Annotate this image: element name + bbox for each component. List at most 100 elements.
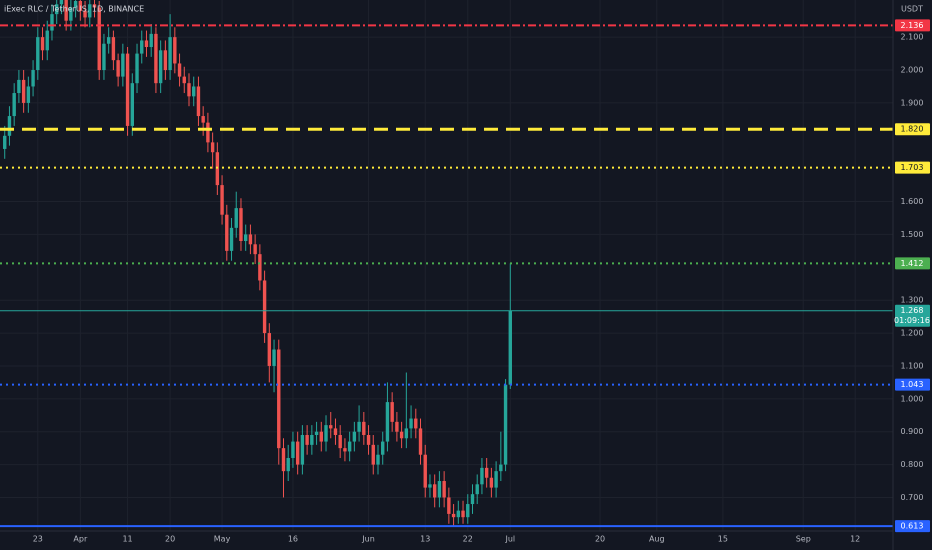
- candle-body: [135, 53, 139, 84]
- candle-body: [140, 40, 144, 54]
- candle-body: [314, 431, 319, 435]
- candle-body: [7, 116, 12, 136]
- candle-body: [376, 454, 380, 465]
- x-tick-label: Apr: [73, 535, 88, 544]
- candle-body: [286, 458, 290, 472]
- candle-body: [187, 83, 191, 97]
- level-label: 0.613: [901, 522, 924, 531]
- candle-body: [225, 214, 229, 251]
- x-tick-label: Jul: [504, 535, 515, 544]
- candle-body: [163, 50, 168, 71]
- candle-body: [26, 86, 31, 103]
- y-tick-label: 1.900: [901, 98, 924, 107]
- candle-body: [395, 421, 399, 432]
- x-tick-label: 20: [595, 535, 605, 544]
- x-tick-label: 20: [165, 535, 175, 544]
- x-tick-label: 11: [122, 535, 132, 544]
- level-label: 1.703: [901, 163, 924, 172]
- x-tick-label: 16: [288, 535, 298, 544]
- y-tick-label: 0.700: [901, 493, 924, 502]
- countdown: 01:09:16: [894, 316, 930, 325]
- candle-body: [196, 86, 201, 117]
- candle-body: [277, 349, 281, 449]
- candle-body: [366, 434, 371, 445]
- candle-body: [144, 40, 149, 48]
- y-unit: USDT: [901, 5, 923, 14]
- candle-body: [78, 0, 83, 11]
- candle-body: [404, 428, 409, 439]
- candle-body: [149, 33, 153, 48]
- candle-body: [499, 464, 503, 472]
- candle-body: [480, 467, 484, 485]
- candle-body: [201, 116, 205, 123]
- candle-body: [338, 434, 342, 449]
- candle-body: [258, 254, 262, 281]
- level-label: 1.412: [901, 259, 924, 268]
- candle-body: [239, 208, 243, 242]
- candle-body: [409, 418, 413, 429]
- y-tick-label: 1.200: [901, 329, 924, 338]
- candle-body: [192, 86, 196, 97]
- candles: [3, 0, 512, 527]
- candle-body: [466, 504, 470, 518]
- candle-body: [414, 418, 418, 429]
- candle-body: [447, 497, 451, 514]
- candle-body: [362, 421, 366, 435]
- candle-body: [423, 454, 427, 488]
- x-tick-label: 12: [850, 535, 860, 544]
- candle-body: [106, 37, 111, 44]
- candle-body: [69, 7, 73, 21]
- x-tick-label: Jun: [361, 535, 375, 544]
- candle-body: [503, 384, 508, 465]
- candle-body: [12, 93, 16, 117]
- candle-body: [352, 431, 357, 442]
- level-tag: [895, 378, 930, 391]
- candle-body: [210, 142, 215, 153]
- level-label: 1.820: [901, 125, 924, 134]
- candle-body: [243, 234, 248, 242]
- candle-body: [220, 185, 224, 215]
- candle-body: [154, 33, 158, 84]
- chart-title: iExec RLC / TetherUS, 1D, BINANCE: [4, 5, 144, 14]
- candle-body: [248, 234, 253, 245]
- level-tag: [895, 19, 930, 32]
- level-label: 2.136: [901, 21, 924, 30]
- candle-body: [442, 481, 446, 498]
- candle-body: [418, 428, 423, 455]
- candle-body: [470, 494, 475, 505]
- candle-body: [432, 484, 437, 498]
- candle-body: [206, 122, 210, 143]
- candle-body: [381, 441, 385, 455]
- candle-body: [17, 79, 21, 94]
- last-price-tag: [895, 304, 930, 327]
- candle-body: [399, 431, 404, 439]
- candle-body: [173, 37, 177, 64]
- candle-body: [475, 484, 479, 495]
- candle-body: [59, 0, 64, 5]
- y-tick-label: 1.000: [901, 394, 924, 403]
- candle-body: [437, 481, 442, 498]
- x-tick-label: 13: [420, 535, 430, 544]
- levels: 2.136 1.820 1.703 1.412 1.043 0.613 1.26801:09…: [0, 19, 930, 533]
- candle-body: [291, 441, 295, 459]
- x-tick-label: 23: [33, 535, 43, 544]
- candle-body: [253, 244, 257, 255]
- y-tick-label: 1.500: [901, 230, 924, 239]
- candle-body: [36, 37, 40, 71]
- level-tag: [895, 520, 930, 533]
- y-tick-label: 2.100: [901, 33, 924, 42]
- candle-body: [456, 510, 461, 518]
- y-tick-label: 1.300: [901, 296, 924, 305]
- level-tag: [895, 123, 930, 136]
- y-tick-label: 1.100: [901, 361, 924, 370]
- candle-body: [428, 484, 432, 488]
- candle-body: [158, 50, 163, 84]
- candle-body: [92, 4, 97, 8]
- y-tick-label: 0.900: [901, 427, 924, 436]
- candle-body: [347, 441, 352, 452]
- level-tag: [895, 257, 930, 270]
- candle-body: [73, 0, 78, 8]
- y-tick-label: 1.600: [901, 197, 924, 206]
- candle-body: [54, 4, 59, 15]
